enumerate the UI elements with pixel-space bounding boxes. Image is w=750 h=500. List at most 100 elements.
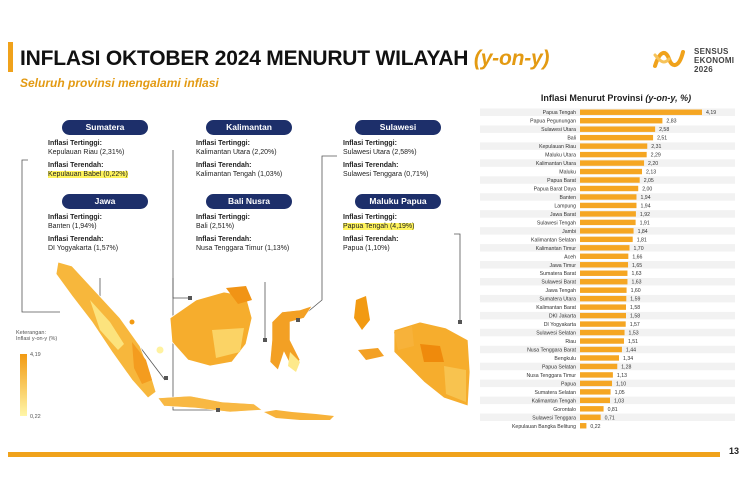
- bar-value-label: 4,19: [706, 110, 716, 116]
- bar-category-label: Papua: [561, 381, 576, 387]
- region-text: Inflasi Tertinggi: Sulawesi Utara (2,58%…: [343, 140, 428, 179]
- map-bali-nusra: [264, 410, 334, 420]
- bar-category-label: Sumatera Utara: [539, 297, 576, 303]
- region-title: Kalimantan: [206, 120, 292, 135]
- bar-value-label: 1,94: [640, 195, 650, 201]
- bar-category-label: Banten: [560, 195, 577, 201]
- legend-min: 0,22: [30, 414, 41, 420]
- region-bali-nusra: Bali Nusra Inflasi Tertinggi: Bali (2,51…: [196, 194, 312, 258]
- bar: [580, 118, 662, 123]
- bar-category-label: DI Yogyakarta: [544, 322, 576, 328]
- region-title: Maluku Papua: [355, 194, 441, 209]
- bar: [580, 152, 647, 157]
- map-legend: Keterangan: Inflasi y-on-y (%) 4,19 0,22: [16, 330, 76, 430]
- bar-value-label: 2,83: [666, 119, 676, 125]
- chart-title: Inflasi Menurut Provinsi (y-on-y, %): [496, 93, 736, 103]
- high-value: Banten (1,94%): [48, 223, 118, 232]
- connector-lines: [22, 150, 460, 410]
- high-value: Kalimantan Utara (2,20%): [196, 149, 282, 158]
- bar-category-label: Kalimantan Barat: [536, 305, 576, 311]
- low-label: Inflasi Terendah:: [343, 162, 428, 171]
- bar-category-label: Maluku: [559, 170, 576, 176]
- bar-value-label: 1,34: [623, 356, 633, 362]
- bar-category-label: Kepulauan Bangka Belitung: [512, 424, 576, 430]
- bar: [580, 110, 702, 115]
- high-value: Bali (2,51%): [196, 223, 289, 232]
- map-maluku-utara: [354, 296, 370, 330]
- bar-category-label: Gorontalo: [553, 407, 576, 413]
- bar-category-label: Papua Barat: [547, 178, 576, 184]
- bar: [580, 423, 586, 428]
- bar-category-label: Bali: [567, 136, 576, 142]
- bar: [580, 287, 627, 292]
- bar: [580, 381, 612, 386]
- bar-value-label: 2,29: [651, 153, 661, 159]
- bar-category-label: Papua Tengah: [543, 110, 576, 116]
- bar-category-label: Kalimantan Timur: [536, 246, 577, 252]
- high-label: Inflasi Tertinggi:: [343, 214, 414, 223]
- region-title: Sulawesi: [355, 120, 441, 135]
- low-value: Sulawesi Tenggara (0,71%): [343, 171, 428, 180]
- low-value: Kalimantan Tengah (1,03%): [196, 171, 282, 180]
- bar: [580, 330, 625, 335]
- bar-value-label: 1,66: [632, 254, 642, 260]
- bar-value-label: 2,31: [651, 144, 661, 150]
- bar: [580, 237, 633, 242]
- bar-category-label: Jawa Tengah: [546, 288, 577, 294]
- low-value: Papua (1,10%): [343, 245, 414, 254]
- region-title: Sumatera: [62, 120, 148, 135]
- region-title: Jawa: [62, 194, 148, 209]
- bar-category-label: Papua Selatan: [542, 364, 576, 370]
- region-sumatera: Sumatera Inflasi Tertinggi: Kepulauan Ri…: [48, 120, 158, 184]
- legend-title-2: Inflasi y-on-y (%): [16, 336, 76, 342]
- bar-category-label: Kalimantan Selatan: [531, 237, 576, 243]
- bar-value-label: 1,05: [615, 390, 625, 396]
- bar: [580, 211, 636, 216]
- low-label: Inflasi Terendah:: [48, 162, 128, 171]
- bar: [580, 203, 636, 208]
- bar-value-label: 1,70: [633, 246, 643, 252]
- region-maluku-papua: Maluku Papua Inflasi Tertinggi: Papua Te…: [343, 194, 455, 258]
- bar: [580, 143, 647, 148]
- bar: [580, 254, 628, 259]
- high-value: Sulawesi Utara (2,58%): [343, 149, 428, 158]
- bar: [580, 406, 604, 411]
- region-kalimantan: Kalimantan Inflasi Tertinggi: Kalimantan…: [196, 120, 306, 184]
- bar-value-label: 1,94: [640, 203, 650, 209]
- high-label: Inflasi Tertinggi:: [343, 140, 428, 149]
- bar: [580, 321, 626, 326]
- bar-category-label: Maluku Utara: [545, 153, 576, 159]
- bar: [580, 338, 624, 343]
- high-label: Inflasi Tertinggi:: [196, 214, 289, 223]
- bar-category-label: Kalimantan Tengah: [532, 398, 576, 404]
- bar-value-label: 1,60: [631, 288, 641, 294]
- bar-value-label: 1,10: [616, 381, 626, 387]
- bar-category-label: Sulawesi Tengah: [537, 220, 576, 226]
- low-value: Nusa Tenggara Timur (1,13%): [196, 245, 289, 254]
- bar-category-label: Papua Barat Daya: [534, 187, 577, 193]
- bar-category-label: Sumatera Barat: [540, 271, 577, 277]
- bar: [580, 347, 622, 352]
- bar-category-label: Aceh: [564, 254, 576, 260]
- bar-value-label: 1,51: [628, 339, 638, 345]
- bar-category-label: Nusa Tenggara Timur: [527, 373, 577, 379]
- marker-sumatera: [164, 376, 168, 380]
- bar: [580, 389, 611, 394]
- marker-kalimantan: [188, 296, 192, 300]
- low-value: Kepulauan Babel (0,22%): [48, 171, 128, 178]
- bar-category-label: Bengkulu: [554, 356, 576, 362]
- bar-category-label: Lampung: [554, 203, 576, 209]
- bar: [580, 160, 644, 165]
- legend-gradient: [20, 354, 27, 416]
- bar: [580, 398, 610, 403]
- low-value: DI Yogyakarta (1,57%): [48, 245, 118, 254]
- marker-bali-nusra: [263, 338, 267, 342]
- high-label: Inflasi Tertinggi:: [48, 140, 128, 149]
- bar-value-label: 1,03: [614, 398, 624, 404]
- bar-value-label: 1,57: [630, 322, 640, 328]
- bar-category-label: Sumatera Selatan: [534, 390, 576, 396]
- bar: [580, 313, 626, 318]
- bar-value-label: 0,22: [590, 424, 600, 430]
- chart-title-main: Inflasi Menurut Provinsi: [541, 93, 643, 103]
- bar-value-label: 0,81: [608, 407, 618, 413]
